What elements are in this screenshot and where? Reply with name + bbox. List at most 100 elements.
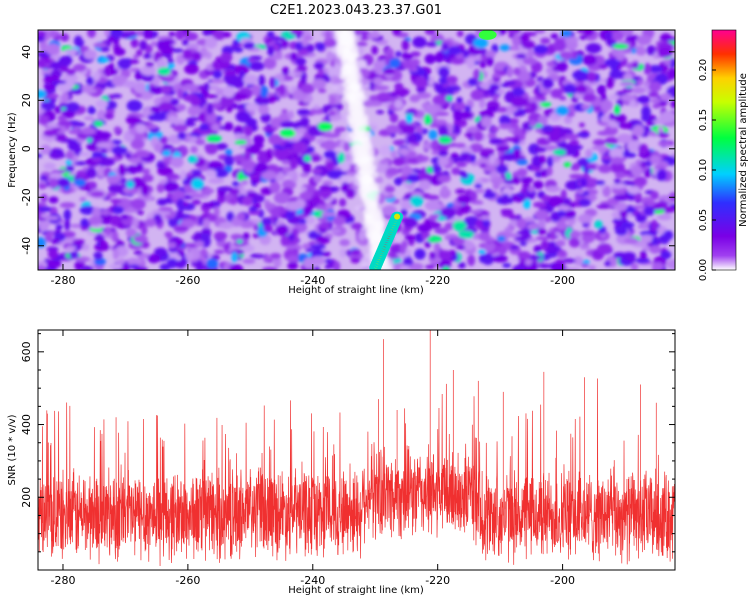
colorbar-gradient <box>712 30 736 270</box>
heatmap-cell <box>513 67 521 76</box>
heatmap-cell <box>328 66 343 77</box>
heatmap-cell <box>44 232 53 243</box>
heatmap-cell <box>126 180 135 189</box>
heatmap-cell <box>83 116 95 121</box>
heatmap-cell <box>86 76 94 87</box>
heatmap-cell <box>444 222 456 230</box>
heatmap-cell <box>38 153 43 158</box>
heatmap-cell <box>100 210 111 216</box>
heatmap-cell <box>57 133 67 141</box>
heatmap-cell <box>163 181 179 193</box>
heatmap-cell <box>70 223 83 228</box>
heatmap-cell <box>128 157 144 164</box>
heatmap-cell <box>559 51 574 60</box>
heatmap-cell <box>324 133 340 139</box>
heatmap-cell <box>417 223 432 233</box>
heatmap-band-cell <box>335 30 353 35</box>
heatmap-cell <box>173 226 190 231</box>
heatmap-cell <box>211 123 220 132</box>
heatmap-cell <box>460 152 472 158</box>
heatmap-cell <box>401 53 414 60</box>
heatmap-cell <box>125 115 140 125</box>
heatmap-cell <box>298 218 307 225</box>
heatmap-cell <box>182 39 189 46</box>
heatmap-cell <box>176 104 186 112</box>
heatmap-cells <box>38 30 675 270</box>
heatmap-cell <box>492 94 499 102</box>
heatmap-cell <box>579 243 590 250</box>
heatmap-cell <box>187 105 200 117</box>
heatmap-cell <box>423 141 432 151</box>
heatmap-cell <box>173 190 185 200</box>
heatmap-cell <box>230 233 243 240</box>
heatmap-cell <box>299 191 313 201</box>
heatmap-cell <box>428 129 438 141</box>
heatmap-cell <box>566 111 575 118</box>
heatmap-cell <box>610 156 625 165</box>
heatmap-cell <box>508 214 518 221</box>
heatmap-cell <box>125 227 137 238</box>
heatmap-cell <box>356 41 368 47</box>
heatmap-cell <box>650 98 662 104</box>
heatmap-cell <box>313 104 320 110</box>
heatmap-cell <box>83 49 97 60</box>
heatmap-cell <box>661 206 675 214</box>
y-tick-label: 400 <box>20 414 33 435</box>
heatmap-cell <box>609 147 625 160</box>
heatmap-cell <box>473 68 481 81</box>
heatmap-cell <box>134 30 146 36</box>
heatmap-cell <box>281 109 288 114</box>
heatmap-cell <box>469 209 483 215</box>
heatmap-cell <box>220 95 235 108</box>
heatmap-cell <box>40 144 51 155</box>
heatmap-cell <box>438 66 450 78</box>
heatmap-cell <box>345 187 356 199</box>
heatmap-cell <box>409 195 424 207</box>
heatmap-cell <box>591 145 605 151</box>
heatmap-cell <box>445 95 453 101</box>
heatmap-cell <box>273 191 290 204</box>
heatmap-cell <box>316 236 331 244</box>
heatmap-cell <box>104 192 117 197</box>
heatmap-cell <box>158 101 174 112</box>
heatmap-cell <box>619 81 635 87</box>
heatmap-cell <box>395 51 402 57</box>
heatmap-cell <box>556 210 566 218</box>
heatmap-cell <box>133 250 143 255</box>
heatmap-cell <box>538 263 552 269</box>
heatmap-cell <box>177 88 184 100</box>
heatmap-cell <box>440 207 456 218</box>
heatmap-cell <box>322 180 333 186</box>
heatmap-cell <box>516 230 532 236</box>
heatmap-cell <box>373 85 390 91</box>
heatmap-cell <box>539 101 552 108</box>
heatmap-cell <box>87 30 96 38</box>
heatmap-cell <box>153 75 161 87</box>
heatmap-cell <box>615 54 625 61</box>
x-tick-label: -200 <box>550 274 575 287</box>
heatmap-cell <box>233 125 244 137</box>
heatmap-cell <box>456 194 472 204</box>
heatmap-cell <box>371 45 379 55</box>
heatmap-cell <box>392 139 405 146</box>
heatmap-cell <box>159 263 171 270</box>
heatmap-cell <box>433 241 441 254</box>
heatmap-cell <box>134 123 147 134</box>
heatmap-cell <box>546 156 554 168</box>
heatmap-cell <box>627 140 642 152</box>
heatmap-cell <box>50 238 61 245</box>
heatmap-cell <box>290 52 298 61</box>
heatmap-cell <box>464 240 475 251</box>
heatmap-cell <box>432 94 449 106</box>
heatmap-cell <box>663 230 674 241</box>
heatmap-cell <box>109 263 123 270</box>
heatmap-cell <box>73 178 86 187</box>
heatmap-cell <box>403 218 418 228</box>
y-tick-label: -40 <box>20 237 33 255</box>
snr-y-label: SNR (10 * v/v) <box>7 414 18 485</box>
heatmap-cell <box>132 217 139 229</box>
heatmap-cell <box>254 95 271 106</box>
heatmap-cell <box>269 181 281 194</box>
heatmap-cell <box>467 254 476 267</box>
heatmap-cell <box>585 42 602 54</box>
